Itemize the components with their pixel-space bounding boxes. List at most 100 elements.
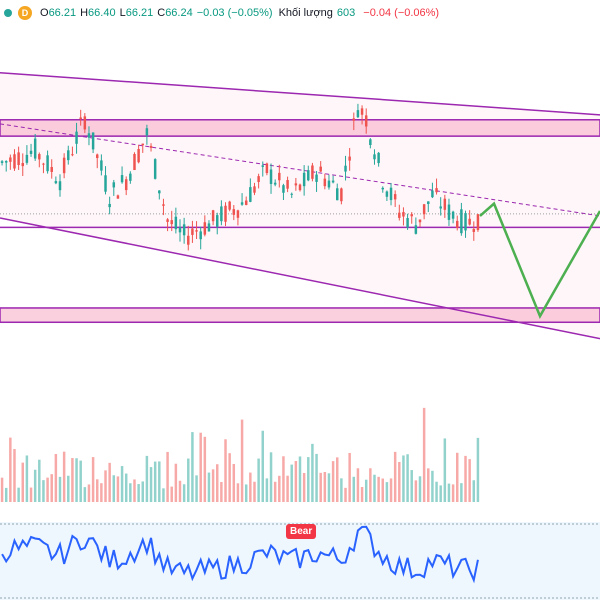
market-status-icon [4, 9, 12, 17]
candle-body [91, 132, 95, 150]
volume-bar [191, 432, 194, 502]
candle-body [389, 187, 393, 201]
volume-bar [133, 479, 136, 502]
candle-body [468, 218, 471, 225]
channel-fill [0, 72, 600, 339]
candle-body [79, 117, 82, 120]
volume-bar [71, 458, 74, 502]
candle-body [360, 108, 364, 115]
candle-body [464, 213, 467, 231]
projection-path [479, 201, 600, 319]
candle-body [327, 180, 331, 188]
volume-bar [79, 460, 82, 502]
volume-bar [195, 475, 198, 502]
volume-bar [402, 455, 405, 502]
candle-body [149, 145, 153, 148]
candle-body [472, 228, 476, 232]
candle-body [216, 215, 219, 227]
volume-bar [17, 487, 20, 502]
candle-body [158, 190, 161, 194]
open-value: O66.21 [40, 7, 76, 19]
volume-bar [427, 468, 430, 502]
candle-body [278, 172, 281, 181]
candle-body [249, 187, 252, 202]
volume-bar [203, 436, 207, 502]
candle-body [21, 163, 24, 167]
candle-body [456, 220, 459, 229]
volume-bar [96, 479, 99, 502]
volume-bar [364, 479, 368, 502]
volume-change: −0.04 (−0.06%) [363, 7, 440, 19]
volume-bar [323, 471, 327, 502]
volume-bar [228, 453, 231, 502]
volume-bar [278, 475, 281, 502]
candle-body [112, 182, 116, 188]
open-number: 66.21 [48, 7, 77, 19]
volume-bar [265, 478, 269, 502]
candle-body [323, 178, 327, 187]
candle-body [207, 223, 211, 232]
volume-bar [369, 468, 372, 502]
candle-body [108, 203, 111, 208]
volume-bar [112, 475, 116, 502]
candle-body [443, 198, 447, 210]
volume-bar [406, 454, 409, 502]
candle-body [244, 200, 248, 205]
candle-body [364, 115, 368, 127]
volume-bar [389, 478, 393, 502]
volume-bar [178, 480, 182, 502]
candle-body [431, 190, 434, 198]
candle-body [261, 165, 264, 167]
candle-body [211, 210, 215, 222]
volume-bar [207, 472, 211, 502]
candle-body [240, 202, 244, 205]
candle-body [203, 222, 207, 235]
volume-bar [211, 469, 215, 502]
high-number: 66.40 [88, 7, 116, 19]
volume-bar [447, 483, 451, 502]
volume-bar [431, 470, 434, 502]
candle-body [62, 157, 66, 174]
ohlc-legend: D O66.21 H66.40 L66.21 C66.24 −0.03 (−0.… [0, 0, 600, 26]
volume-bar [129, 483, 132, 502]
volume-bar [249, 472, 252, 502]
volume-bar [443, 438, 447, 502]
high-label: H [80, 7, 89, 19]
volume-bar [33, 469, 37, 502]
volume-bar [360, 487, 364, 502]
candle-body [414, 225, 418, 234]
volume-bar [398, 461, 401, 502]
volume-bar [29, 487, 33, 502]
candle-body [191, 228, 194, 235]
price-zone-2 [0, 307, 600, 324]
volume-bar [174, 463, 178, 502]
low-label: L [119, 7, 126, 19]
candle-body [162, 204, 165, 206]
candle-body [307, 170, 310, 181]
candle-body [145, 128, 149, 136]
volume-bar [286, 475, 289, 502]
interval-badge[interactable]: D [18, 6, 32, 20]
volume-bar [336, 457, 339, 502]
volume-bar [282, 456, 285, 502]
candle-body [182, 224, 186, 236]
candle-body [46, 155, 49, 172]
volume-bar [108, 462, 111, 502]
volume-bar [13, 449, 16, 502]
high-value: H66.40 [80, 7, 115, 19]
channel-lower-line [0, 217, 600, 340]
candle-body [447, 204, 451, 220]
volume-bar [273, 481, 277, 502]
candle-body [410, 214, 413, 217]
candle-body [170, 220, 173, 225]
candle-body [13, 154, 16, 169]
candle-body [124, 179, 128, 191]
volume-bar [240, 419, 244, 502]
candle-body [302, 172, 306, 187]
volume-bar [348, 452, 351, 502]
candle-body [406, 218, 409, 228]
volume-bar [62, 451, 66, 502]
volume-bar [199, 432, 202, 502]
